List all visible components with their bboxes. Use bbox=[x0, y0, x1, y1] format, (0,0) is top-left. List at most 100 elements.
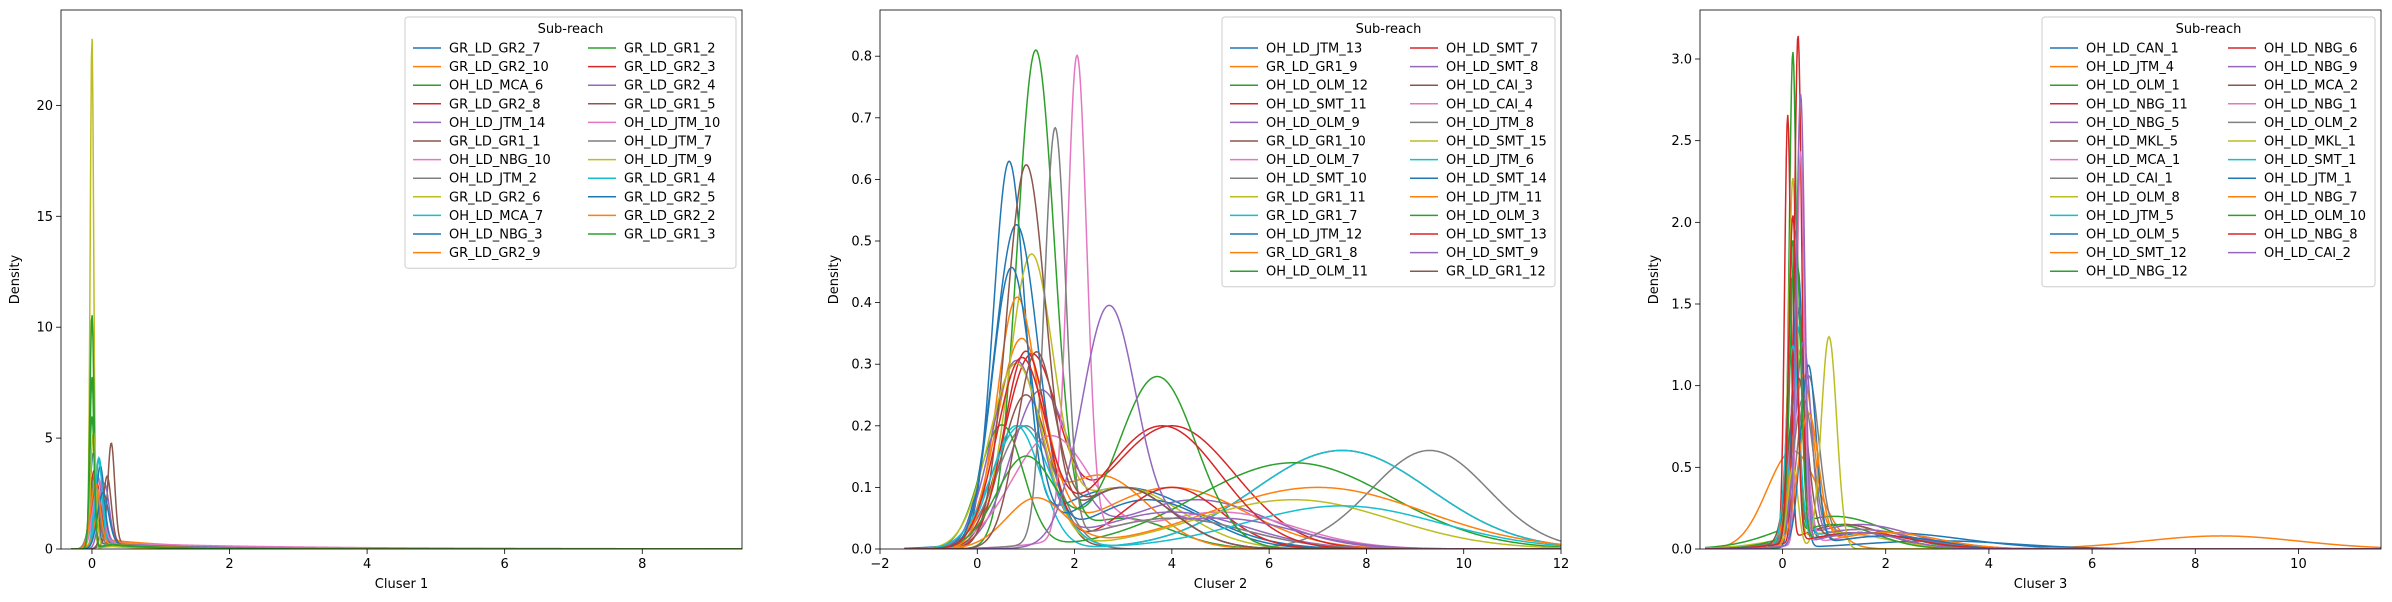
series-line-OH_LD_JTM_11 bbox=[904, 486, 1561, 549]
legend-box bbox=[404, 16, 737, 269]
legend-entry: OH_LD_JTM_2 bbox=[449, 172, 537, 187]
series-line-OH_LD_JTM_6 bbox=[904, 424, 1561, 549]
legend-entry: OH_LD_OLM_10 bbox=[2264, 209, 2366, 224]
series-line-GR_LD_GR2_10 bbox=[71, 480, 742, 549]
x-tick-label: 2 bbox=[225, 557, 233, 572]
y-tick-label: 0.1 bbox=[851, 481, 872, 496]
series-line-GR_LD_GR2_9 bbox=[71, 493, 742, 549]
y-tick-label: 5 bbox=[45, 432, 53, 447]
legend-entry: OH_LD_SMT_11 bbox=[1266, 97, 1367, 112]
axes-frame bbox=[60, 9, 743, 550]
series-line-OH_LD_JTM_7 bbox=[71, 474, 742, 549]
legend-entry: OH_LD_SMT_1 bbox=[2264, 153, 2356, 168]
series-line-OH_LD_NBG_3 bbox=[71, 464, 742, 549]
y-tick-label: 0.3 bbox=[851, 358, 872, 373]
legend-entry: OH_LD_NBG_10 bbox=[449, 153, 551, 168]
x-tick-label: 0 bbox=[1778, 557, 1786, 572]
legend-entry: OH_LD_OLM_11 bbox=[1266, 265, 1368, 280]
series-line-OH_LD_MKL_5 bbox=[1705, 273, 2381, 549]
legend-entry: OH_LD_NBG_1 bbox=[2264, 97, 2358, 112]
y-axis-label: Density bbox=[1647, 254, 1662, 304]
legend: Sub-reach OH_LD_CAN_1 OH_LD_JTM_4 OH_LD_OLM… bbox=[2041, 16, 2376, 288]
legend-entry: GR_LD_GR2_3 bbox=[624, 60, 716, 75]
y-tick-label: 0.7 bbox=[851, 111, 872, 126]
legend-entry: GR_LD_GR1_2 bbox=[624, 42, 716, 57]
legend-entry: OH_LD_JTM_10 bbox=[624, 116, 720, 131]
legend-entry: OH_LD_NBG_5 bbox=[2086, 116, 2180, 131]
series-line-GR_LD_GR1_12 bbox=[904, 351, 1561, 549]
series-line-GR_LD_GR1_8 bbox=[904, 296, 1561, 549]
series-group bbox=[1705, 35, 2381, 549]
y-tick-label: 10 bbox=[36, 321, 53, 336]
legend-entry: OH_LD_NBG_6 bbox=[2264, 42, 2358, 57]
legend-entry: OH_LD_NBG_8 bbox=[2264, 228, 2358, 243]
legend-entry: GR_LD_GR2_10 bbox=[449, 60, 549, 75]
x-tick-label: 2 bbox=[1882, 557, 1890, 572]
chart-panel-2: −2 0 2 4 6 8 10 12 0.0 0.1 0.2 0.3 0.4 0.5 0.6 0.7 0.8 Cl… bbox=[827, 9, 1570, 592]
legend-entry: GR_LD_GR2_6 bbox=[449, 190, 541, 205]
legend-entry: GR_LD_GR1_12 bbox=[1446, 265, 1546, 280]
legend-entry: GR_LD_GR1_11 bbox=[1266, 190, 1366, 205]
series-line-GR_LD_GR2_7 bbox=[71, 452, 742, 549]
y-tick-label: 2.5 bbox=[1671, 134, 1692, 149]
legend-entry: OH_LD_JTM_7 bbox=[624, 135, 712, 150]
series-line-GR_LD_GR2_4 bbox=[71, 482, 742, 549]
x-tick-label: 4 bbox=[1168, 557, 1176, 572]
legend-entry: GR_LD_GR1_5 bbox=[624, 97, 716, 112]
series-line-OH_LD_JTM_9 bbox=[71, 432, 742, 549]
x-tick-label: 12 bbox=[1553, 557, 1570, 572]
series-line-GR_LD_GR1_2 bbox=[71, 315, 742, 549]
series-line-OH_LD_OLM_5 bbox=[1705, 268, 2381, 549]
legend-entry: OH_LD_NBG_9 bbox=[2264, 60, 2358, 75]
y-tick-label: 0.0 bbox=[851, 543, 872, 558]
series-line-GR_LD_GR1_4 bbox=[71, 458, 742, 549]
legend-entry: OH_LD_CAI_1 bbox=[2086, 172, 2173, 187]
y-tick-label: 2.0 bbox=[1671, 216, 1692, 231]
x-tick-label: 10 bbox=[2290, 557, 2307, 572]
series-line-GR_LD_GR2_5 bbox=[71, 491, 742, 549]
legend-entry: OH_LD_NBG_12 bbox=[2086, 265, 2188, 280]
series-line-OH_LD_JTM_10 bbox=[71, 488, 742, 549]
legend-entry: OH_LD_MCA_7 bbox=[449, 209, 543, 224]
legend-title: Sub-reach bbox=[538, 22, 604, 37]
legend-entry: OH_LD_OLM_7 bbox=[1266, 153, 1360, 168]
y-tick-label: 0.4 bbox=[851, 296, 872, 311]
y-tick-label: 0.8 bbox=[851, 50, 872, 65]
x-tick-label: 8 bbox=[1362, 557, 1370, 572]
legend-entry: OH_LD_JTM_8 bbox=[1446, 116, 1534, 131]
series-line-GR_LD_GR2_8 bbox=[71, 469, 742, 549]
series-line-GR_LD_GR1_1 bbox=[71, 442, 742, 549]
legend-entry: OH_LD_OLM_2 bbox=[2264, 116, 2358, 131]
x-tick-label: −2 bbox=[870, 557, 889, 572]
y-axis-label: Density bbox=[8, 254, 23, 304]
legend-entry: GR_LD_GR2_9 bbox=[449, 246, 541, 261]
legend-entry: GR_LD_GR1_4 bbox=[624, 172, 716, 187]
legend-entry: OH_LD_JTM_5 bbox=[2086, 209, 2174, 224]
legend-entry: OH_LD_SMT_12 bbox=[2086, 246, 2187, 261]
x-tick-label: 10 bbox=[1455, 557, 1472, 572]
legend-entry: OH_LD_OLM_9 bbox=[1266, 116, 1360, 131]
y-tick-label: 0.5 bbox=[851, 235, 872, 250]
chart-panel-1: 0 2 4 6 8 0 5 10 15 20 Cluser 1 Density Sub-reach GR_… bbox=[8, 9, 743, 592]
legend-entry: OH_LD_CAI_2 bbox=[2264, 246, 2351, 261]
legend-entry: OH_LD_SMT_7 bbox=[1446, 42, 1538, 57]
axes-frame bbox=[879, 9, 1562, 550]
series-line-OH_LD_MCA_6 bbox=[71, 376, 742, 549]
legend-entry: OH_LD_JTM_6 bbox=[1446, 153, 1534, 168]
legend: Sub-reach OH_LD_JTM_13 GR_LD_GR1_9 OH_LD_OL… bbox=[1221, 16, 1556, 288]
legend-entry: OH_LD_JTM_4 bbox=[2086, 60, 2174, 75]
legend-entry: GR_LD_GR2_5 bbox=[624, 190, 716, 205]
x-tick-label: 6 bbox=[501, 557, 509, 572]
x-tick-label: 8 bbox=[2191, 557, 2199, 572]
axes-frame bbox=[1699, 9, 2382, 550]
legend-entry: GR_LD_GR1_3 bbox=[624, 228, 716, 243]
y-tick-label: 0.2 bbox=[851, 419, 872, 434]
x-tick-label: 0 bbox=[88, 557, 96, 572]
legend-entry: OH_LD_MKL_1 bbox=[2264, 135, 2356, 150]
legend-entry: OH_LD_JTM_11 bbox=[1446, 190, 1542, 205]
x-axis-label: Cluser 1 bbox=[375, 577, 428, 592]
x-tick-label: 4 bbox=[363, 557, 371, 572]
legend-entry: OH_LD_JTM_14 bbox=[449, 116, 545, 131]
x-axis-label: Cluser 3 bbox=[2014, 577, 2067, 592]
legend-entry: OH_LD_MCA_1 bbox=[2086, 153, 2180, 168]
